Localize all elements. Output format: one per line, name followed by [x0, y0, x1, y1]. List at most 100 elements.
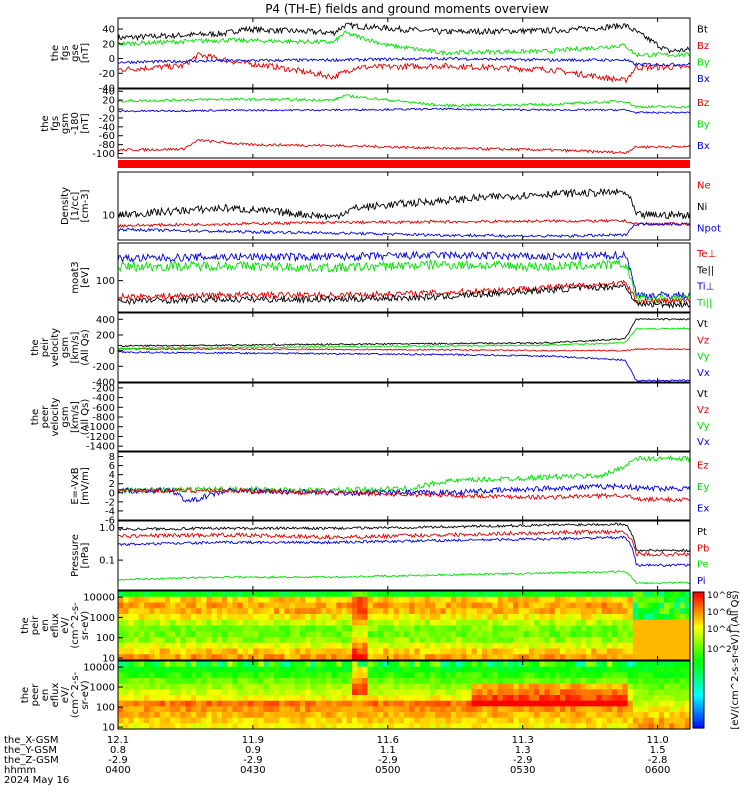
series-pressure-Pt: [117, 522, 691, 553]
series-pressure-Pi: [117, 535, 691, 568]
legend-entry: Vt: [697, 319, 708, 330]
colorbar-label: [eV/(cm^2-s-sr-eV)] (All Qs): [730, 590, 741, 729]
y-axis-label-line: peer: [40, 405, 51, 429]
legend-entry: By: [697, 57, 710, 68]
y-axis-label-line: the: [20, 617, 31, 633]
legend-entry: Ti⊥: [696, 282, 714, 293]
y-axis-label-line: peir: [40, 337, 51, 357]
y-axis-label-line: moat3: [70, 261, 81, 293]
series-peir-velocity-Vz: [117, 347, 691, 352]
y-axis-label-line: en: [40, 619, 51, 632]
y-tick-label: 6: [109, 461, 115, 472]
panel-density: 10 Density [1/cc] [cm-3] Ne Ni Npot: [60, 171, 721, 241]
y-tick-label: -400: [92, 378, 115, 389]
y-axis-label-line: (All Qs): [80, 329, 91, 366]
y-tick-label: 100: [96, 276, 115, 287]
y-tick-label: -80: [99, 140, 115, 151]
footer-tick-value: -2.9: [108, 755, 128, 766]
legend-entry: Npot: [697, 223, 721, 234]
series-density-Npot: [118, 221, 691, 239]
legend-peir-velocity: Vt Vz Vy Vx: [697, 319, 710, 379]
legend-entry: Vx: [697, 437, 710, 448]
legend-fgs-gse: Bt Bz By Bx: [697, 24, 710, 85]
panel-frame: [117, 17, 691, 89]
y-tick-label: -200: [92, 383, 115, 394]
y-tick-label: 10: [102, 654, 115, 665]
legend-entry: Pi: [697, 576, 706, 587]
y-axis-label-line: Pressure: [70, 534, 81, 577]
y-axis-label-line: velocity: [50, 328, 61, 367]
y-axis-label-line: [km/s]: [70, 331, 81, 363]
y-tick-label: -40: [99, 122, 115, 133]
series-peir-velocity-Vt: [117, 318, 691, 348]
y-axis-label-line: en: [40, 689, 51, 702]
panel-temperature: 100 moat3 [eV] Te⊥ Te|| Ti⊥ Ti||: [70, 242, 716, 313]
y-axis-label: moat3 [eV]: [70, 261, 91, 293]
y-tick-label: 10: [102, 723, 115, 734]
y-tick-label: -20: [99, 113, 115, 124]
y-axis-label-line: [nT]: [80, 43, 91, 63]
y-axis-label: the fgs gsm -180 [nT]: [40, 112, 91, 135]
legend-entry: Ne: [697, 181, 711, 192]
y-axis-label-line: fgs: [50, 116, 61, 131]
panel-frame: [117, 242, 691, 313]
colorbar-frame: [692, 591, 705, 729]
y-tick-label: 1000: [90, 613, 115, 624]
y-tick-label: 100: [96, 703, 115, 714]
footer-tick-value: 0.9: [245, 745, 261, 756]
y-tick-label: -1400: [86, 442, 115, 453]
legend-entry: Vy: [697, 421, 710, 432]
plot-title: P4 (TH-E) fields and ground moments over…: [265, 2, 549, 16]
y-axis-label-line: (cm^2-s-: [70, 602, 81, 649]
panel-frame: [117, 590, 691, 661]
colorbar-tick-label: 10^4: [707, 625, 732, 635]
y-axis-label-line: (cm^2-s-: [70, 671, 81, 718]
y-tick-label: -1200: [86, 432, 115, 443]
legend-pressure: Pt Pb Pe Pi: [697, 527, 709, 587]
colorbar-tick-label: 10^6: [707, 608, 732, 618]
y-tick-label: 20: [102, 39, 115, 50]
panel-frame: [117, 88, 691, 159]
y-tick-label: -4: [105, 506, 115, 517]
y-axis-label: Pressure [nPa]: [70, 534, 91, 577]
series-temperature-Te⊥: [117, 279, 691, 305]
y-tick-label: -400: [92, 393, 115, 404]
y-tick-label: -60: [99, 131, 115, 142]
footer-tick-value: 0430: [240, 765, 265, 776]
y-tick-label: 1.0: [99, 523, 115, 534]
y-axis-label-line: sr-eV): [80, 680, 91, 709]
y-tick-label: 0: [109, 488, 115, 499]
panel-frame: [117, 451, 691, 521]
y-axis-label: the fgs gse [nT]: [50, 43, 91, 63]
legend-entry: Vy: [697, 352, 710, 363]
footer-row-label: the_Z-GSM: [4, 755, 59, 766]
footer-tick-value: -2.9: [513, 755, 533, 766]
footer-tick-value: 12.1: [107, 735, 129, 746]
y-axis-label-line: the: [50, 45, 61, 61]
colorbar-tick-label: 10^8: [707, 591, 732, 601]
y-axis-label: the peir en eflux eV/(cm^2-s-sr-eV): [20, 602, 91, 649]
panel-peer-eflux: 10000 1000 100 10 the peer en eflux eV/(cm^2-s-s…: [20, 660, 691, 734]
y-axis-label-line: the: [40, 115, 51, 131]
footer-tick-value: 1.3: [515, 745, 531, 756]
y-tick-label: 10000: [83, 593, 115, 604]
legend-entry: Vt: [697, 389, 708, 400]
y-tick-label: 0: [109, 54, 115, 65]
y-axis-label-line: gsm: [60, 337, 71, 358]
y-tick-label: -6: [105, 516, 115, 527]
legend-fgs-gsm: Bz By Bx: [697, 98, 710, 152]
y-tick-label: 2: [109, 479, 115, 490]
flag-band: [118, 160, 690, 168]
series-peir-velocity-Vy: [117, 327, 691, 350]
y-tick-label: -40: [99, 84, 115, 95]
footer-row-label: the_Y-GSM: [4, 745, 57, 756]
y-tick-label: 200: [96, 330, 115, 341]
legend-entry: Vz: [697, 335, 709, 346]
series-fgs-gsm-Bx: [118, 107, 691, 115]
series-temperature-Ti⊥: [117, 250, 691, 301]
y-axis-label-line: [cm-3]: [80, 189, 91, 222]
footer-row-label: 2024 May 16: [4, 775, 69, 786]
y-axis-label-line: (All Qs): [80, 399, 91, 436]
